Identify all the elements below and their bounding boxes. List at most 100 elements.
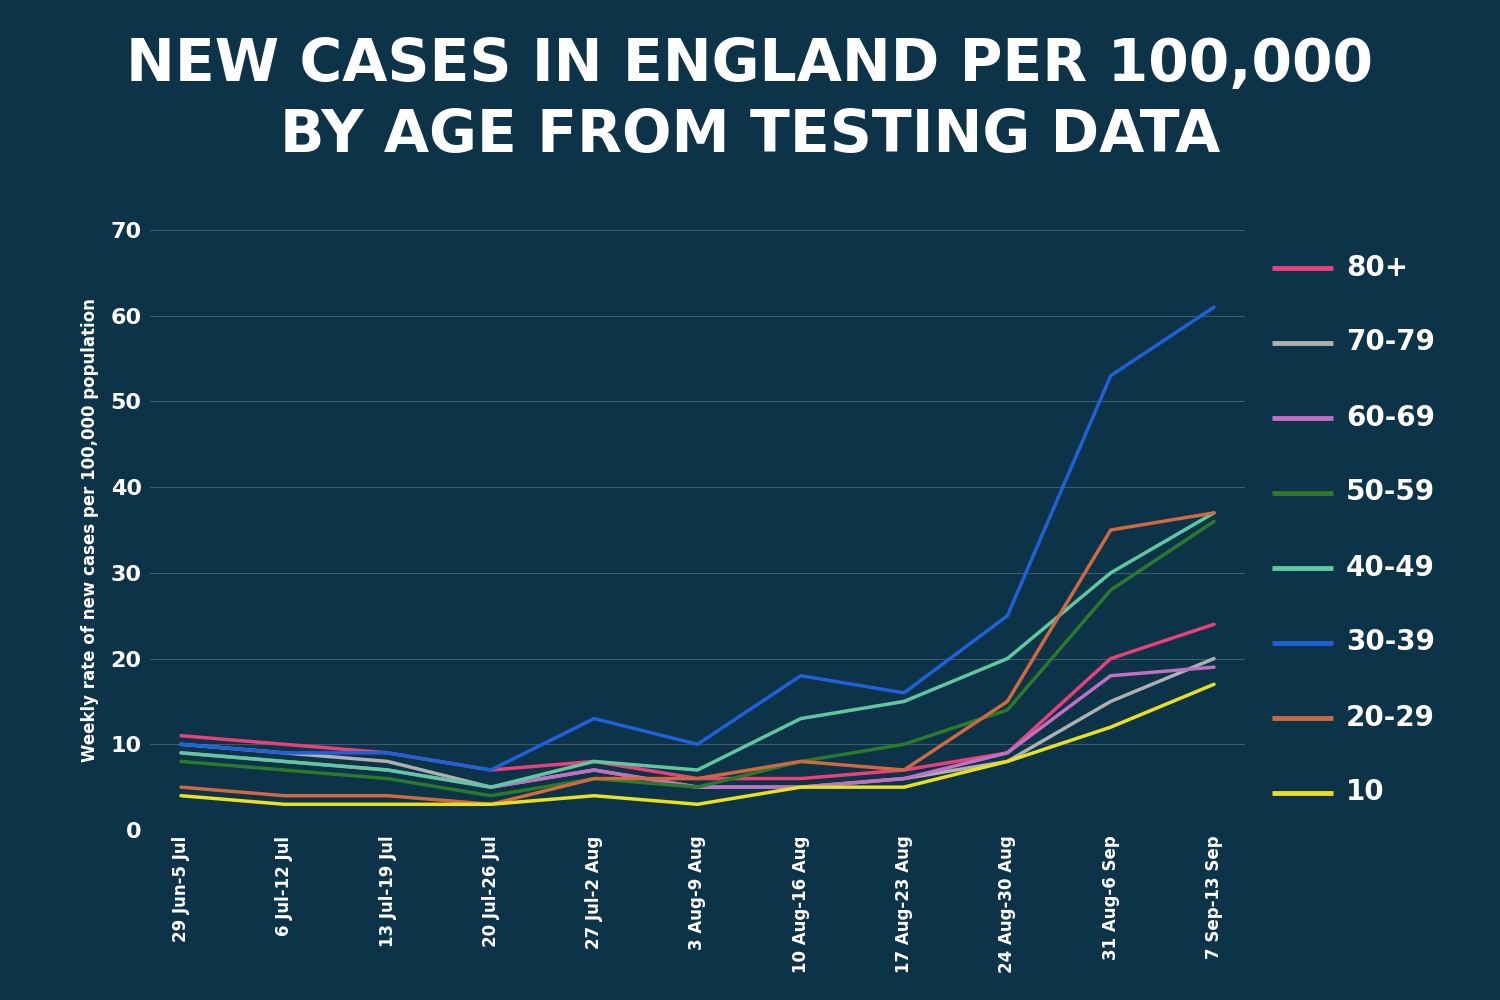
Text: 40-49: 40-49 xyxy=(1346,554,1434,582)
Text: 20-29: 20-29 xyxy=(1346,704,1434,732)
Text: 50-59: 50-59 xyxy=(1346,479,1436,506)
80+ xyxy=(688,773,706,785)
50-59 xyxy=(688,781,706,793)
70-79 xyxy=(172,738,190,750)
Line: 30-39: 30-39 xyxy=(182,307,1214,770)
Text: 10: 10 xyxy=(1346,778,1384,806)
Text: 70-79: 70-79 xyxy=(1346,328,1434,357)
40-49 xyxy=(585,755,603,767)
70-79 xyxy=(276,747,294,759)
20-29 xyxy=(1101,524,1119,536)
10 xyxy=(999,755,1017,767)
40-49 xyxy=(792,713,810,725)
80+ xyxy=(1101,653,1119,665)
40-49 xyxy=(896,695,914,707)
80+ xyxy=(792,773,810,785)
80+ xyxy=(172,730,190,742)
70-79 xyxy=(896,773,914,785)
10 xyxy=(172,790,190,802)
50-59 xyxy=(585,773,603,785)
60-69 xyxy=(1101,670,1119,682)
10 xyxy=(896,781,914,793)
Line: 40-49: 40-49 xyxy=(182,513,1214,787)
Line: 80+: 80+ xyxy=(182,624,1214,779)
50-59 xyxy=(792,755,810,767)
20-29 xyxy=(276,790,294,802)
70-79 xyxy=(585,764,603,776)
10 xyxy=(482,798,500,810)
Line: 70-79: 70-79 xyxy=(182,659,1214,787)
30-39 xyxy=(585,713,603,725)
60-69 xyxy=(896,773,914,785)
20-29 xyxy=(1204,507,1222,519)
60-69 xyxy=(276,755,294,767)
80+ xyxy=(585,755,603,767)
50-59 xyxy=(999,704,1017,716)
40-49 xyxy=(276,755,294,767)
40-49 xyxy=(999,653,1017,665)
Y-axis label: Weekly rate of new cases per 100,000 population: Weekly rate of new cases per 100,000 pop… xyxy=(81,298,99,762)
50-59 xyxy=(896,738,914,750)
40-49 xyxy=(482,781,500,793)
50-59 xyxy=(1204,515,1222,527)
60-69 xyxy=(585,764,603,776)
30-39 xyxy=(896,687,914,699)
30-39 xyxy=(1204,301,1222,313)
30-39 xyxy=(999,610,1017,622)
10 xyxy=(276,798,294,810)
10 xyxy=(1204,678,1222,690)
30-39 xyxy=(482,764,500,776)
60-69 xyxy=(792,781,810,793)
Text: NEW CASES IN ENGLAND PER 100,000
BY AGE FROM TESTING DATA: NEW CASES IN ENGLAND PER 100,000 BY AGE … xyxy=(126,36,1374,164)
80+ xyxy=(276,738,294,750)
50-59 xyxy=(378,773,396,785)
10 xyxy=(792,781,810,793)
10 xyxy=(1101,721,1119,733)
Text: 30-39: 30-39 xyxy=(1346,629,1434,656)
Text: 80+: 80+ xyxy=(1346,253,1408,282)
60-69 xyxy=(378,764,396,776)
20-29 xyxy=(896,764,914,776)
30-39 xyxy=(1101,370,1119,382)
30-39 xyxy=(276,747,294,759)
40-49 xyxy=(688,764,706,776)
70-79 xyxy=(378,755,396,767)
20-29 xyxy=(688,773,706,785)
50-59 xyxy=(276,764,294,776)
10 xyxy=(585,790,603,802)
10 xyxy=(688,798,706,810)
50-59 xyxy=(1101,584,1119,596)
70-79 xyxy=(1204,653,1222,665)
60-69 xyxy=(172,747,190,759)
70-79 xyxy=(482,781,500,793)
80+ xyxy=(896,764,914,776)
20-29 xyxy=(999,695,1017,707)
20-29 xyxy=(482,798,500,810)
20-29 xyxy=(585,773,603,785)
70-79 xyxy=(999,755,1017,767)
40-49 xyxy=(172,747,190,759)
20-29 xyxy=(378,790,396,802)
30-39 xyxy=(172,738,190,750)
50-59 xyxy=(172,755,190,767)
40-49 xyxy=(1204,507,1222,519)
60-69 xyxy=(999,747,1017,759)
Line: 20-29: 20-29 xyxy=(182,513,1214,804)
Text: 60-69: 60-69 xyxy=(1346,403,1434,432)
70-79 xyxy=(688,781,706,793)
80+ xyxy=(1204,618,1222,630)
Line: 60-69: 60-69 xyxy=(182,667,1214,787)
50-59 xyxy=(482,790,500,802)
30-39 xyxy=(792,670,810,682)
70-79 xyxy=(1101,695,1119,707)
60-69 xyxy=(482,781,500,793)
Line: 10: 10 xyxy=(182,684,1214,804)
80+ xyxy=(378,747,396,759)
30-39 xyxy=(688,738,706,750)
40-49 xyxy=(378,764,396,776)
60-69 xyxy=(1204,661,1222,673)
80+ xyxy=(482,764,500,776)
20-29 xyxy=(792,755,810,767)
60-69 xyxy=(688,781,706,793)
20-29 xyxy=(172,781,190,793)
